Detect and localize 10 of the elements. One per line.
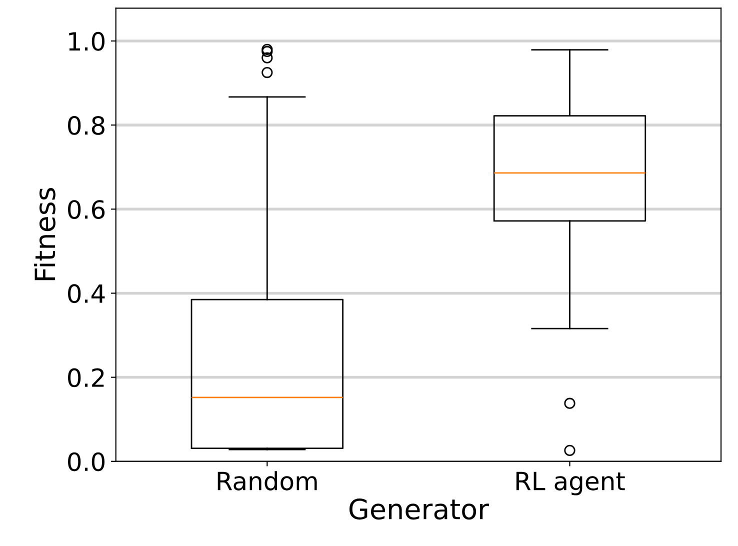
x-tick-label: RL agent [516, 472, 625, 496]
y-tick-label: 0.8 [68, 116, 104, 135]
x-tick-label: Random [218, 471, 317, 490]
y-tick-label: 1.0 [69, 32, 104, 51]
y-axis-title: Fitness [34, 188, 56, 280]
y-tick-label: 0.0 [68, 452, 104, 472]
y-tick-label: 0.4 [68, 284, 105, 304]
x-axis-title: Generator [349, 498, 489, 520]
y-tick-label: 0.6 [68, 200, 105, 219]
y-tick-label: 0.2 [68, 368, 104, 388]
